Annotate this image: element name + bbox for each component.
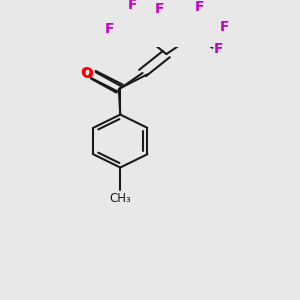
Text: F: F <box>128 0 137 12</box>
Text: F: F <box>220 20 230 34</box>
Text: CH₃: CH₃ <box>110 192 131 205</box>
Text: F: F <box>214 41 224 56</box>
Text: O: O <box>81 66 92 80</box>
Text: O: O <box>82 67 94 81</box>
Text: F: F <box>105 22 115 36</box>
Text: F: F <box>194 0 204 14</box>
Text: F: F <box>155 2 165 16</box>
